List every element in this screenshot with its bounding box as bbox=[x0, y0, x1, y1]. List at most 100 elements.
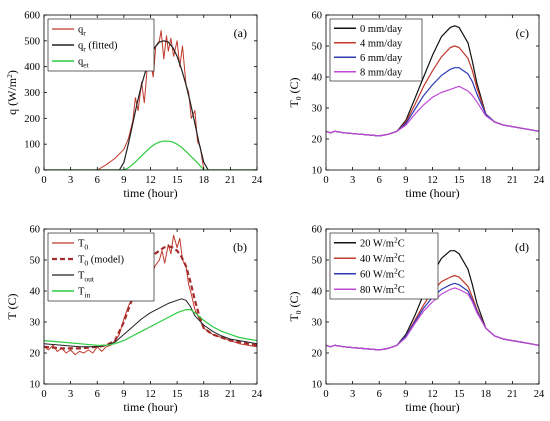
x-tick-label: 3 bbox=[350, 175, 355, 186]
x-tick-label: 9 bbox=[403, 389, 408, 400]
chart-panel-b: 0 3 6 9 12 15 18 21 24 10 20 30 40 50 60 time (hour) T (… bbox=[5, 225, 263, 415]
x-tick-label: 3 bbox=[68, 175, 73, 186]
series-line-2 bbox=[44, 40, 257, 170]
legend-box bbox=[329, 232, 439, 300]
y-tick-label: 60 bbox=[30, 225, 41, 236]
legend: 0 mm/day 4 mm/day 6 mm/day 8 mm/day bbox=[329, 18, 423, 82]
legend-label: qr (fitted) bbox=[78, 41, 118, 54]
y-tick-label: 10 bbox=[312, 166, 323, 177]
chart-panel-c: 0 3 6 9 12 15 18 21 24 10 20 30 40 50 60 time (hour) T0 … bbox=[287, 11, 545, 201]
x-tick-label: 0 bbox=[323, 389, 328, 400]
legend-label: 20 W/m2C bbox=[360, 235, 405, 249]
y-tick-label: 10 bbox=[30, 380, 41, 391]
series-group bbox=[44, 30, 257, 170]
y-tick-label: 20 bbox=[30, 349, 41, 360]
y-tick-label: 50 bbox=[312, 42, 323, 53]
x-tick-label: 18 bbox=[199, 389, 210, 400]
x-axis-label: time (hour) bbox=[405, 400, 459, 414]
x-tick-label: 12 bbox=[427, 389, 438, 400]
legend-label: 60 W/m2C bbox=[360, 266, 405, 280]
legend-label: 6 mm/day bbox=[360, 53, 403, 64]
legend-label: T0 bbox=[78, 239, 88, 252]
legend-label: Tout bbox=[78, 271, 95, 284]
y-tick-label: 600 bbox=[24, 11, 40, 22]
x-tick-label: 24 bbox=[252, 389, 263, 400]
y-tick-label: 500 bbox=[24, 36, 40, 47]
x-tick-label: 21 bbox=[225, 175, 236, 186]
x-tick-label: 3 bbox=[350, 389, 355, 400]
legend-label: 40 W/m2C bbox=[360, 251, 405, 265]
y-tick-label: 60 bbox=[312, 11, 323, 22]
x-tick-label: 9 bbox=[121, 175, 126, 186]
y-tick-label: 40 bbox=[312, 287, 323, 298]
x-tick-label: 3 bbox=[68, 389, 73, 400]
legend-box bbox=[329, 18, 423, 82]
x-tick-label: 12 bbox=[145, 175, 156, 186]
y-tick-label: 100 bbox=[24, 140, 40, 151]
series-group bbox=[326, 250, 539, 351]
x-tick-label: 12 bbox=[427, 175, 438, 186]
legend-label: 8 mm/day bbox=[360, 67, 403, 78]
legend-label: 0 mm/day bbox=[360, 24, 403, 35]
y-tick-label: 30 bbox=[312, 104, 323, 115]
series-group bbox=[326, 25, 539, 137]
legend-label: 4 mm/day bbox=[360, 38, 403, 49]
legend-label: Tin bbox=[78, 287, 91, 300]
x-tick-label: 21 bbox=[225, 389, 236, 400]
y-tick-label: 400 bbox=[24, 62, 40, 73]
y-tick-label: 20 bbox=[312, 349, 323, 360]
x-tick-label: 0 bbox=[323, 175, 328, 186]
y-tick-label: 300 bbox=[24, 88, 40, 99]
x-tick-label: 6 bbox=[95, 389, 100, 400]
y-tick-label: 50 bbox=[312, 256, 323, 267]
y-tick-label: 20 bbox=[312, 135, 323, 146]
legend-label: qet bbox=[78, 57, 90, 70]
y-axis-label: T0 (C) bbox=[287, 77, 303, 107]
y-axis-label: T0 (C) bbox=[287, 291, 303, 321]
legend-label: T0 (model) bbox=[78, 255, 125, 268]
x-axis-label: time (hour) bbox=[405, 186, 459, 200]
series-line-4 bbox=[44, 309, 257, 346]
x-tick-label: 0 bbox=[41, 389, 46, 400]
series-line-4 bbox=[326, 85, 539, 137]
x-tick-label: 15 bbox=[172, 389, 183, 400]
chart-panel-a: 0 3 6 9 12 15 18 21 24 0 100 200 300 400 500 600 time (h… bbox=[5, 11, 263, 201]
x-axis-label: time (hour) bbox=[123, 400, 177, 414]
x-axis-label: time (hour) bbox=[123, 186, 177, 200]
panel-label: (a) bbox=[234, 26, 247, 40]
x-tick-label: 15 bbox=[454, 175, 465, 186]
x-tick-label: 15 bbox=[172, 175, 183, 186]
series-line-3 bbox=[44, 140, 257, 170]
series-line-2 bbox=[44, 245, 257, 350]
x-tick-label: 18 bbox=[199, 175, 210, 186]
chart-panel-d: 0 3 6 9 12 15 18 21 24 10 20 30 40 50 60 time (hour) T0 … bbox=[287, 225, 545, 415]
x-tick-label: 6 bbox=[95, 175, 100, 186]
x-tick-label: 9 bbox=[403, 175, 408, 186]
x-tick-label: 21 bbox=[507, 175, 518, 186]
y-tick-label: 40 bbox=[30, 287, 41, 298]
x-tick-label: 0 bbox=[41, 175, 46, 186]
x-tick-label: 9 bbox=[121, 389, 126, 400]
x-tick-label: 21 bbox=[507, 389, 518, 400]
y-tick-label: 40 bbox=[312, 73, 323, 84]
x-tick-label: 24 bbox=[534, 175, 545, 186]
legend-box bbox=[47, 232, 155, 302]
x-tick-label: 12 bbox=[145, 389, 156, 400]
y-tick-label: 30 bbox=[312, 318, 323, 329]
x-tick-label: 6 bbox=[377, 175, 382, 186]
legend: qr qr (fitted) qet bbox=[47, 18, 155, 72]
panel-label: (d) bbox=[515, 240, 529, 254]
legend: T0 T0 (model) Tout Tin bbox=[47, 232, 155, 302]
x-tick-label: 18 bbox=[481, 175, 492, 186]
x-tick-label: 24 bbox=[252, 175, 263, 186]
y-tick-label: 200 bbox=[24, 114, 40, 125]
panel-label: (b) bbox=[233, 240, 247, 254]
x-tick-label: 24 bbox=[534, 389, 545, 400]
legend-label: qr bbox=[78, 25, 86, 38]
x-tick-label: 15 bbox=[454, 389, 465, 400]
legend-label: 80 W/m2C bbox=[360, 282, 405, 296]
x-tick-label: 6 bbox=[377, 389, 382, 400]
series-line-4 bbox=[326, 287, 539, 351]
